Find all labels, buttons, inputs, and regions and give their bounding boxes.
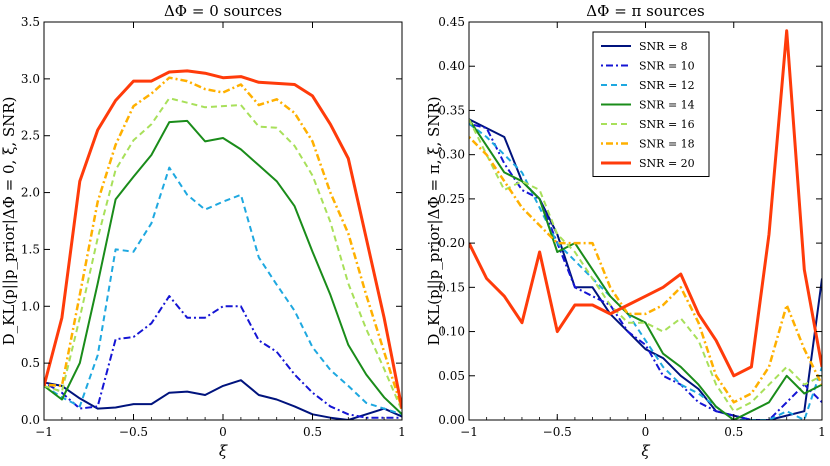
y-tick-label: 1.5 bbox=[21, 242, 40, 256]
legend-label: SNR = 18 bbox=[639, 138, 695, 151]
y-tick-label: 3.0 bbox=[21, 72, 40, 86]
y-tick-label: 0.10 bbox=[438, 325, 465, 339]
x-tick-label: −0.5 bbox=[543, 425, 572, 439]
series-line-snr-10 bbox=[44, 295, 402, 419]
legend-label: SNR = 16 bbox=[639, 118, 695, 131]
chart-panel-1: −1 −0.5 0 0.5 1 0.0 0.5 1.0 1.5 2.0 2.5 3.0 3.5 ΔΦ = … bbox=[0, 2, 406, 460]
legend-label: SNR = 8 bbox=[639, 40, 688, 53]
y-tick-label: 0.15 bbox=[438, 280, 465, 294]
axes-frame bbox=[43, 21, 403, 421]
x-tick-label: 0.5 bbox=[303, 425, 322, 439]
series-line-snr-20 bbox=[44, 69, 402, 409]
series-line-snr-16 bbox=[44, 97, 402, 412]
y-axis-label: D_KL(p||p_prior|ΔΦ = π, ξ, SNR) bbox=[425, 96, 443, 345]
y-tick-label: 2.5 bbox=[21, 129, 40, 143]
x-tick-label: 0 bbox=[219, 425, 227, 439]
series-line-snr-12 bbox=[44, 166, 402, 416]
series-line-snr-8 bbox=[44, 379, 402, 420]
x-tick-label: 1 bbox=[818, 425, 826, 439]
x-tick-label: 0 bbox=[642, 425, 650, 439]
y-tick-label: 0.45 bbox=[438, 15, 465, 29]
legend: SNR = 8 SNR = 10 SNR = 12 SNR = 14 SNR = 16 S… bbox=[592, 31, 710, 177]
x-tick-label: 0.5 bbox=[724, 425, 743, 439]
chart-title: ΔΦ = π sources bbox=[586, 2, 704, 20]
series-line-snr-10 bbox=[469, 122, 822, 420]
x-axis-label: ξ bbox=[641, 442, 650, 460]
chart-title: ΔΦ = 0 sources bbox=[164, 2, 282, 20]
y-tick-label: 3.5 bbox=[21, 15, 40, 29]
y-tick-label: 0.40 bbox=[438, 59, 465, 73]
y-tick-label: 0.25 bbox=[438, 192, 465, 206]
series-line-snr-20 bbox=[469, 29, 822, 378]
x-axis-label: ξ bbox=[219, 442, 228, 460]
legend-label: SNR = 12 bbox=[639, 79, 695, 92]
y-tick-label: 0.35 bbox=[438, 103, 465, 117]
y-tick-label: 2.0 bbox=[21, 186, 40, 200]
series-line-snr-14 bbox=[44, 119, 402, 416]
series-group bbox=[44, 69, 402, 420]
legend-label: SNR = 20 bbox=[639, 157, 695, 170]
y-tick-label: 0.30 bbox=[438, 148, 465, 162]
y-tick-label: 0.5 bbox=[21, 356, 40, 370]
series-group bbox=[469, 29, 822, 420]
y-axis-label: D_KL(p||p_prior|ΔΦ = 0, ξ, SNR) bbox=[0, 97, 18, 346]
x-tick-label: −1 bbox=[460, 425, 478, 439]
x-tick-label: −0.5 bbox=[119, 425, 148, 439]
legend-label: SNR = 14 bbox=[639, 99, 695, 112]
y-tick-label: 0.05 bbox=[438, 369, 465, 383]
series-line-snr-14 bbox=[469, 118, 822, 420]
series-line-snr-18 bbox=[469, 136, 822, 404]
x-tick-label: 1 bbox=[398, 425, 406, 439]
y-tick-label: 0.00 bbox=[438, 413, 465, 427]
legend-label: SNR = 10 bbox=[639, 60, 695, 73]
y-tick-label: 0.0 bbox=[21, 413, 40, 427]
series-line-snr-16 bbox=[469, 118, 822, 413]
y-tick-label: 1.0 bbox=[21, 299, 40, 313]
x-tick-label: −1 bbox=[35, 425, 53, 439]
chart-panel-2: −1 −0.5 0 0.5 1 0.00 0.05 0.10 0.15 0.20 0.25 0.30 0… bbox=[425, 2, 826, 460]
y-tick-label: 0.20 bbox=[438, 236, 465, 250]
series-line-snr-18 bbox=[44, 76, 402, 409]
